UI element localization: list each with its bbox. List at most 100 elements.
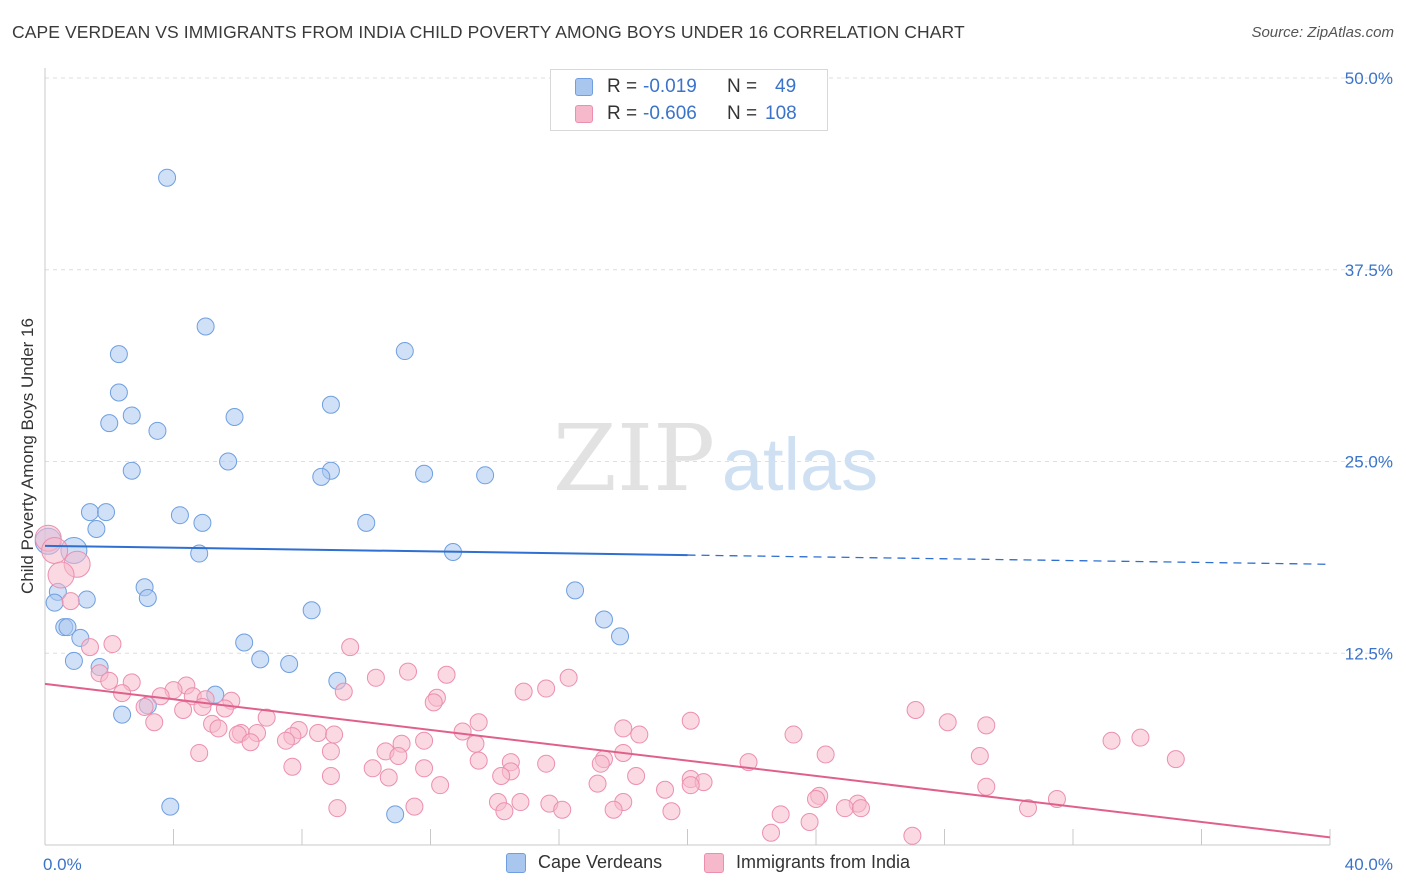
cape-verdean-point: [312, 467, 331, 486]
series-legend: Cape Verdeans Immigrants from India: [0, 852, 1406, 878]
n-label: N =: [727, 103, 758, 124]
cape-verdean-point: [109, 383, 128, 402]
india-point: [970, 747, 989, 766]
cape-verdean-point: [122, 406, 141, 425]
india-point: [553, 800, 572, 819]
india-point: [321, 766, 340, 785]
india-point: [321, 742, 340, 761]
india-point: [681, 711, 700, 730]
india-point: [309, 724, 328, 743]
india-point: [614, 719, 633, 738]
india-point: [466, 734, 485, 753]
india-point: [807, 789, 825, 808]
watermark-atlas: atlas: [722, 423, 878, 506]
india-point: [771, 805, 790, 824]
india-point: [363, 759, 382, 778]
india-point: [174, 701, 193, 720]
cape-verdean-point: [196, 317, 215, 336]
india-point: [431, 776, 450, 795]
india-point: [514, 682, 533, 701]
india-point: [193, 697, 212, 716]
india-point: [389, 747, 408, 766]
india-point: [453, 722, 472, 741]
cape-verdean-point: [321, 395, 340, 414]
india-point: [325, 725, 344, 744]
india-point: [47, 561, 75, 589]
india-point: [276, 731, 295, 750]
india-point: [588, 774, 607, 793]
legend-item-cape-verdeans: Cape Verdeans: [506, 852, 662, 873]
cape-verdean-point: [225, 408, 244, 427]
india-point: [537, 754, 556, 773]
india-point: [903, 826, 922, 845]
cape-verdean-point: [251, 650, 270, 669]
india-point: [334, 682, 353, 701]
india-point: [591, 754, 610, 773]
cape-verdean-point: [80, 503, 99, 522]
india-point: [135, 697, 154, 716]
india-point: [938, 713, 957, 732]
chart-title: CAPE VERDEAN VS IMMIGRANTS FROM INDIA CH…: [12, 22, 965, 42]
india-point: [630, 725, 649, 744]
india-point: [415, 759, 434, 778]
r-label: R =: [607, 103, 638, 124]
cape-verdean-trendline: [44, 544, 688, 557]
india-point: [511, 793, 530, 812]
n-label: N =: [727, 76, 758, 97]
cape-verdean-point: [190, 544, 209, 563]
cape-verdean-point: [113, 705, 132, 724]
india-point: [100, 671, 119, 690]
r-value: -0.606: [643, 103, 697, 124]
y-tick-label: 37.5%: [1345, 261, 1393, 280]
india-point: [681, 776, 700, 795]
india-point: [1166, 750, 1185, 769]
india-point: [1102, 731, 1121, 750]
cape-verdean-point: [77, 590, 96, 609]
india-point: [209, 719, 228, 738]
cape-verdean-point: [395, 342, 414, 361]
legend-label: Immigrants from India: [736, 852, 911, 872]
india-point: [495, 802, 514, 821]
india-point: [145, 713, 164, 732]
india-point: [816, 745, 835, 764]
x-tick-label: 0.0%: [43, 855, 82, 874]
cape-verdean-point: [594, 610, 613, 629]
india-point: [469, 751, 488, 770]
india-point: [379, 768, 398, 787]
legend-label: Cape Verdeans: [538, 852, 663, 872]
cape-verdean-point: [219, 452, 238, 471]
cape-verdean-point: [97, 503, 116, 522]
cape-verdean-point: [45, 593, 64, 612]
correlation-legend: R = -0.019 N = 49 R = -0.606 N = 108: [550, 69, 828, 131]
legend-swatch-blue: [575, 78, 593, 96]
india-point: [851, 799, 870, 818]
legend-item-india: Immigrants from India: [704, 852, 910, 873]
india-point: [80, 638, 99, 657]
cape-verdean-point: [235, 633, 254, 652]
india-point: [61, 592, 80, 611]
cape-verdean-point: [161, 797, 180, 816]
cape-verdean-point: [476, 466, 495, 485]
cape-verdean-point: [302, 601, 321, 620]
cape-verdean-point: [122, 461, 141, 480]
x-tick-label: 40.0%: [1345, 855, 1393, 874]
india-point: [835, 799, 854, 818]
r-label: R =: [607, 76, 638, 97]
r-value: -0.019: [643, 76, 697, 97]
cape-verdean-point: [386, 805, 405, 824]
india-point: [1131, 728, 1150, 747]
india-point: [1019, 799, 1038, 818]
legend-row-cape-verdeans: R = -0.019 N = 49: [575, 75, 796, 99]
cape-verdean-point: [158, 168, 177, 187]
india-point: [537, 679, 556, 698]
india-point: [559, 668, 578, 687]
n-value: 49: [775, 76, 797, 97]
india-point: [977, 777, 996, 796]
india-point: [977, 716, 996, 735]
legend-row-india: R = -0.606 N = 108: [575, 102, 797, 126]
india-point: [215, 699, 234, 718]
india-point: [492, 766, 511, 785]
india-point: [424, 693, 443, 712]
watermark-zip: ZIP: [553, 405, 715, 512]
